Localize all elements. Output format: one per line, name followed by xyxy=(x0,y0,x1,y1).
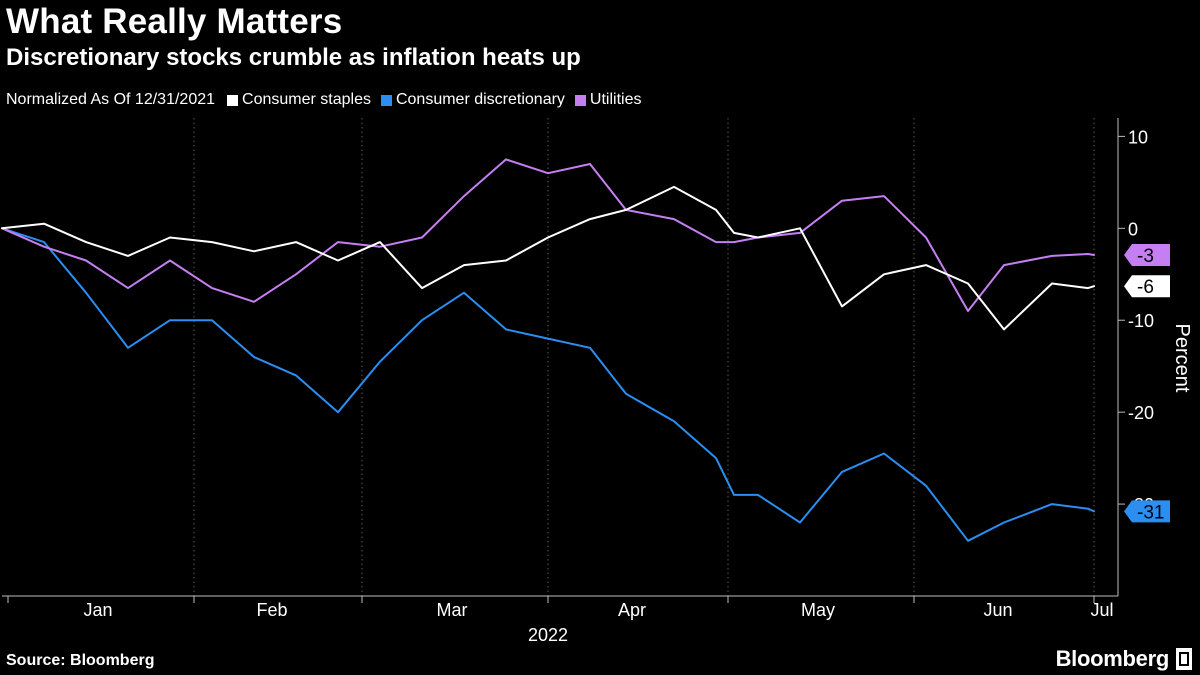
chart-title: What Really Matters xyxy=(6,2,343,41)
legend-label-consumer-staples: Consumer staples xyxy=(242,91,371,108)
x-tick-label: Jul xyxy=(1090,600,1113,620)
series-line-utilities xyxy=(1,158,1095,312)
y-tick-label: 10 xyxy=(1128,127,1148,147)
legend-label-consumer-discretionary: Consumer discretionary xyxy=(395,91,565,108)
normalized-note: Normalized As Of 12/31/2021 xyxy=(6,91,216,108)
legend-item-consumer-staples: Consumer staples xyxy=(227,91,371,109)
brand: Bloomberg xyxy=(1056,646,1192,672)
x-tick-label: Mar xyxy=(437,600,468,620)
legend-item-consumer-discretionary: Consumer discretionary xyxy=(380,91,565,109)
end-tag-consumer-staples xyxy=(1124,275,1170,298)
end-label-consumer-staples: -6 xyxy=(1137,277,1154,298)
y-tick-label: -10 xyxy=(1128,311,1154,331)
x-tick-label: Feb xyxy=(256,600,287,620)
legend-swatch-consumer-discretionary xyxy=(380,94,392,106)
x-tick-label: Apr xyxy=(618,600,646,620)
x-tick-label: Jan xyxy=(83,600,112,620)
legend-label-utilities: Utilities xyxy=(589,91,642,108)
end-tag-utilities xyxy=(1124,243,1170,266)
legend-item-utilities: Utilities xyxy=(574,91,642,109)
legend-swatch-consumer-staples xyxy=(227,94,239,106)
y-axis-title: Percent xyxy=(1171,324,1193,393)
series-line-consumer-staples xyxy=(1,185,1095,331)
x-tick-label: Jun xyxy=(983,600,1012,620)
bloomberg-logo-icon xyxy=(1176,648,1192,670)
x-axis-year-label: 2022 xyxy=(528,625,568,645)
y-tick-label: 0 xyxy=(1128,219,1138,239)
legend-swatch-utilities xyxy=(574,94,586,106)
y-tick-label: -20 xyxy=(1128,403,1154,423)
chart-subtitle: Discretionary stocks crumble as inflatio… xyxy=(6,44,581,71)
end-label-utilities: -3 xyxy=(1137,246,1154,267)
bloomberg-wordmark: Bloomberg xyxy=(1055,646,1170,671)
x-tick-label: May xyxy=(801,600,835,620)
series-line-consumer-discretionary xyxy=(1,227,1095,542)
legend: Normalized As Of 12/31/2021 Consumer sta… xyxy=(6,91,651,109)
end-label-consumer-discretionary: -31 xyxy=(1137,502,1164,523)
source-note: Source: Bloomberg xyxy=(6,652,155,669)
end-tag-consumer-discretionary xyxy=(1124,500,1170,523)
